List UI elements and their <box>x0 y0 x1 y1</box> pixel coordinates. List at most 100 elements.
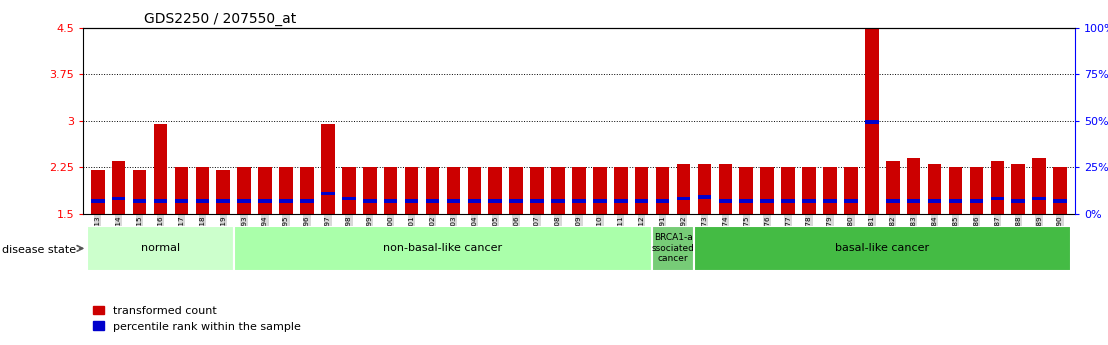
Bar <box>258 167 271 214</box>
Bar <box>991 197 1004 200</box>
Text: disease state: disease state <box>2 245 76 255</box>
Bar <box>760 199 774 203</box>
Bar <box>698 164 711 214</box>
Bar <box>927 164 942 214</box>
Bar <box>133 199 146 203</box>
Bar <box>234 226 653 271</box>
Bar <box>677 197 690 200</box>
Bar <box>154 199 167 203</box>
Bar <box>404 199 419 203</box>
Bar <box>781 167 794 214</box>
Bar <box>656 199 669 203</box>
Bar <box>1054 199 1067 203</box>
Bar <box>88 226 234 271</box>
Bar <box>300 199 314 203</box>
Bar <box>531 167 544 214</box>
Text: non-basal-like cancer: non-basal-like cancer <box>383 244 503 253</box>
Bar <box>1012 164 1025 214</box>
Bar <box>1033 158 1046 214</box>
Bar <box>739 167 753 214</box>
Legend: transformed count, percentile rank within the sample: transformed count, percentile rank withi… <box>89 301 306 336</box>
Bar <box>363 199 377 203</box>
Bar <box>844 167 858 214</box>
Bar <box>154 124 167 214</box>
Bar <box>383 199 398 203</box>
Bar <box>175 199 188 203</box>
Bar <box>572 199 586 203</box>
Bar <box>719 199 732 203</box>
Bar <box>970 199 983 203</box>
Bar <box>886 199 900 203</box>
Bar <box>195 167 209 214</box>
Bar <box>321 124 335 214</box>
Bar <box>489 167 502 214</box>
Bar <box>425 167 439 214</box>
Bar <box>970 167 983 214</box>
Bar <box>175 167 188 214</box>
Bar <box>802 199 815 203</box>
Bar <box>216 170 230 214</box>
Bar <box>383 167 398 214</box>
Bar <box>614 167 627 214</box>
Text: basal-like cancer: basal-like cancer <box>835 244 930 253</box>
Bar <box>927 199 942 203</box>
Bar <box>112 197 125 200</box>
Bar <box>91 170 104 214</box>
Bar <box>760 167 774 214</box>
Bar <box>823 199 837 203</box>
Bar <box>363 167 377 214</box>
Bar <box>694 226 1070 271</box>
Bar <box>635 167 648 214</box>
Bar <box>739 199 753 203</box>
Bar <box>447 167 460 214</box>
Bar <box>279 167 293 214</box>
Bar <box>593 199 607 203</box>
Bar <box>279 199 293 203</box>
Bar <box>342 167 356 214</box>
Bar <box>510 167 523 214</box>
Bar <box>677 164 690 214</box>
Bar <box>865 28 879 214</box>
Bar <box>112 161 125 214</box>
Bar <box>1033 197 1046 200</box>
Bar <box>653 226 694 271</box>
Bar <box>342 197 356 200</box>
Bar <box>1012 199 1025 203</box>
Bar <box>781 199 794 203</box>
Bar <box>468 167 481 214</box>
Bar <box>991 161 1004 214</box>
Bar <box>258 199 271 203</box>
Bar <box>614 199 627 203</box>
Bar <box>865 120 879 124</box>
Bar <box>948 199 963 203</box>
Text: GDS2250 / 207550_at: GDS2250 / 207550_at <box>144 12 296 26</box>
Bar <box>216 199 230 203</box>
Bar <box>656 167 669 214</box>
Bar <box>635 199 648 203</box>
Bar <box>468 199 481 203</box>
Bar <box>133 170 146 214</box>
Bar <box>321 191 335 195</box>
Bar <box>906 158 921 214</box>
Bar <box>698 195 711 199</box>
Bar <box>425 199 439 203</box>
Bar <box>551 199 565 203</box>
Bar <box>886 161 900 214</box>
Bar <box>237 167 252 214</box>
Bar <box>510 199 523 203</box>
Bar <box>948 167 963 214</box>
Bar <box>447 199 460 203</box>
Text: BRCA1-a
ssociated
cancer: BRCA1-a ssociated cancer <box>652 234 695 263</box>
Bar <box>404 167 419 214</box>
Bar <box>1054 167 1067 214</box>
Bar <box>489 199 502 203</box>
Bar <box>844 199 858 203</box>
Bar <box>531 199 544 203</box>
Bar <box>719 164 732 214</box>
Bar <box>802 167 815 214</box>
Bar <box>906 199 921 203</box>
Bar <box>551 167 565 214</box>
Bar <box>91 199 104 203</box>
Bar <box>300 167 314 214</box>
Bar <box>195 199 209 203</box>
